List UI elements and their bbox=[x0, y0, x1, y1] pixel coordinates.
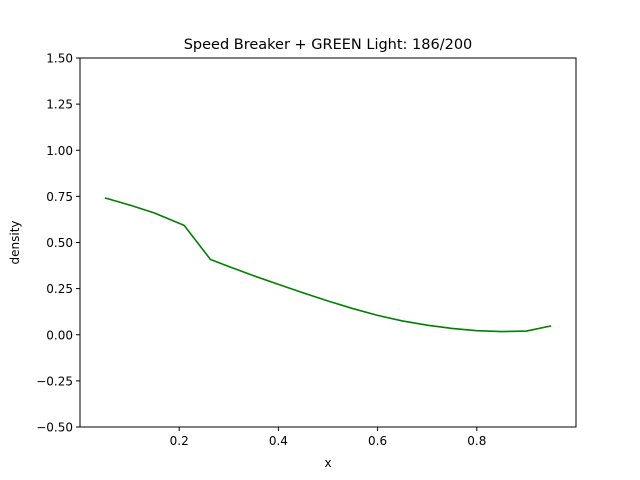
x-tick-label: 0.6 bbox=[368, 434, 387, 448]
x-axis: 0.2 0.4 0.6 0.8 bbox=[170, 427, 486, 448]
y-tick-label: 0.25 bbox=[46, 282, 73, 296]
y-tick-label: 0.00 bbox=[46, 328, 73, 342]
x-tick-label: 0.4 bbox=[269, 434, 288, 448]
chart-title: Speed Breaker + GREEN Light: 186/200 bbox=[184, 37, 473, 53]
x-tick-label: 0.2 bbox=[170, 434, 189, 448]
x-axis-label: x bbox=[324, 456, 331, 470]
y-tick-label: −0.25 bbox=[36, 374, 73, 388]
density-series-line bbox=[104, 197, 552, 333]
y-tick-label: 1.50 bbox=[46, 52, 73, 66]
y-axis-label: density bbox=[8, 221, 22, 265]
y-tick-label: 0.75 bbox=[46, 190, 73, 204]
plot-area bbox=[104, 197, 552, 333]
y-tick-label: 1.25 bbox=[46, 98, 73, 112]
y-tick-label: 0.50 bbox=[46, 236, 73, 250]
y-axis: −0.50 −0.25 0.00 0.25 0.50 0.75 1.00 1.25 1.50 bbox=[36, 52, 80, 435]
x-tick-label: 0.8 bbox=[467, 434, 486, 448]
y-tick-label: −0.50 bbox=[36, 421, 73, 435]
axes-frame bbox=[79, 57, 577, 428]
y-tick-label: 1.00 bbox=[46, 144, 73, 158]
